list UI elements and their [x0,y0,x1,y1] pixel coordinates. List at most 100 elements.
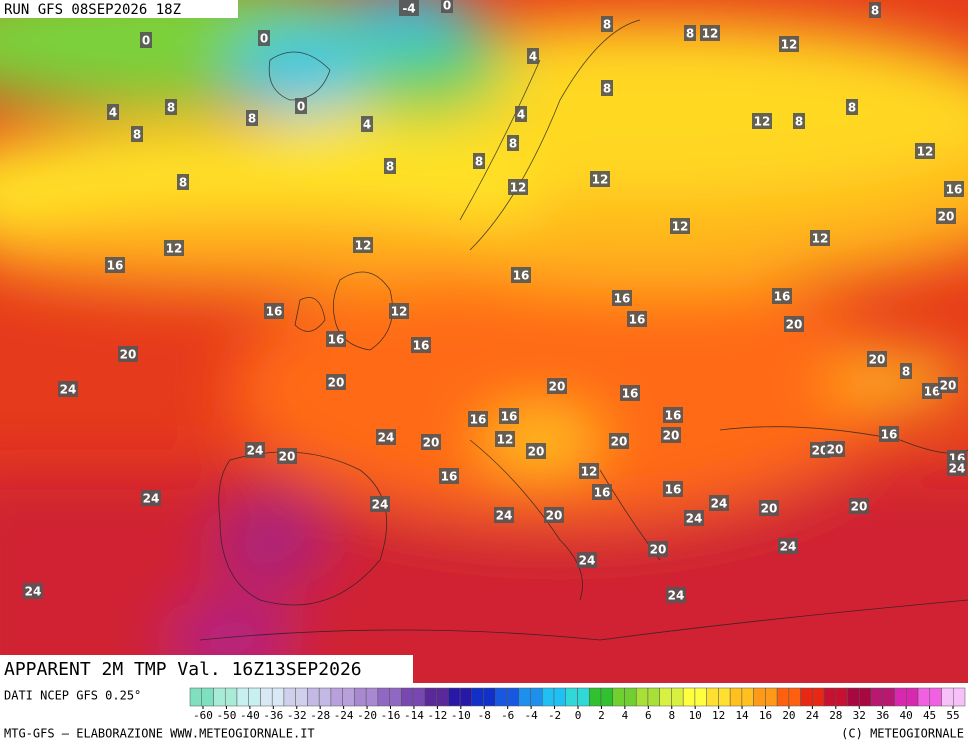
contour-label: 20 [528,445,545,459]
contour-label: 8 [179,176,187,190]
contour-label: 16 [774,290,791,304]
contour-label: 16 [924,385,941,399]
colorbar-swatch [729,687,743,707]
field-box [0,655,413,683]
colorbar-tick-label: -16 [381,709,401,722]
colorbar-tick-label: 10 [689,709,702,722]
contour-label: 24 [378,431,395,445]
colorbar-swatch [542,687,555,707]
contour-label-box [527,48,539,64]
contour-label-box [936,208,956,224]
contour-label-box [511,267,531,283]
contour-label-box [849,498,869,514]
contour-label-box [473,153,485,169]
colorbar-tick-label: 40 [900,709,913,722]
contour-label: 12 [497,433,514,447]
contour-label-box [577,552,597,568]
colorbar-tick-label: -10 [451,709,471,722]
contour-label-box [793,113,805,129]
contour-label-box [258,30,270,46]
colorbar-swatch [835,687,848,707]
colorbar-swatch [812,687,825,707]
contour-label-box [468,411,488,427]
contour-label-box [118,346,138,362]
colorbar-swatch [354,687,367,707]
colorbar-swatch [518,687,531,707]
contour-label: 20 [328,376,345,390]
colorbar-tick-label: -14 [404,709,424,722]
colorbar-swatch [906,687,919,707]
contour-label-box [264,303,284,319]
colorbar-swatch [271,687,285,707]
contour-label-box [879,426,899,442]
contour-label-box [141,490,161,506]
contour-label: 24 [496,509,513,523]
contour-label-box [131,126,143,142]
contour-label-box [389,303,409,319]
colorbar-swatch [671,687,684,707]
colorbar-swatch [659,687,672,707]
contour-label: 16 [266,305,283,319]
contour-label: 24 [579,554,596,568]
colorbar-swatch [941,687,954,707]
colorbar-swatch [859,687,872,707]
contour-label-box [900,363,912,379]
colorbar-tick-label: 8 [668,709,675,722]
contour-label-box [663,407,683,423]
contour-label-box [601,16,613,32]
colorbar-swatch [718,687,731,707]
colorbar-tick-label: -36 [263,709,283,722]
colorbar-swatch [424,687,437,707]
colorbar-tick-label: 24 [806,709,820,722]
contour-label: 20 [120,348,137,362]
contour-label: 20 [663,429,680,443]
colorbar-swatch [471,687,484,707]
contour-label-box [648,541,668,557]
contour-label: 8 [248,112,256,126]
contour-label: 8 [603,18,611,32]
colorbar-tick-label: 0 [575,709,582,722]
contour-label: 12 [510,181,527,195]
contour-label: 8 [167,101,175,115]
contour-label: 16 [665,409,682,423]
colorbar-swatch [330,687,343,707]
contour-label-box [627,311,647,327]
contour-label-box [590,171,610,187]
contour-label-box [164,240,184,256]
contour-label-box [165,99,177,115]
contour-label: 4 [529,50,537,64]
contour-label-box [353,237,373,253]
contour-label-box [752,113,772,129]
contour-label: 16 [328,333,345,347]
colorbar-swatch [459,687,473,707]
colorbar-swatch [389,687,402,707]
colorbar-tick-label: -8 [478,709,491,722]
source-label: DATI NCEP GFS 0.25° [4,689,141,703]
colorbar-swatch [506,687,520,707]
colorbar-swatch [682,687,696,707]
contour-label-box [700,25,720,41]
colorbar-swatch [776,687,790,707]
contour-label-box [661,427,681,443]
contour-label: 24 [25,585,42,599]
contour-label: 12 [166,242,183,256]
contour-label: 12 [702,27,719,41]
contour-label-box [494,507,514,523]
colorbar-tick-label: -6 [501,709,514,722]
contour-label-box [666,587,686,603]
colorbar-swatch [224,687,238,707]
coastlines [199,19,968,641]
colorbar-swatch [565,687,578,707]
colorbar-swatch [307,687,320,707]
colorbar-tick-label: 45 [923,709,936,722]
contour-label: 8 [795,115,803,129]
colorbar-swatch [765,687,778,707]
colorbar-tick-label: -24 [334,709,354,722]
contour-label-box [105,257,125,273]
contour-label: 24 [60,383,77,397]
colorbar-swatch [612,687,625,707]
contour-label: -4 [402,2,415,16]
contour-label: 8 [871,4,879,18]
contour-label-box [295,98,307,114]
colorbar-tick-label: 20 [782,709,795,722]
